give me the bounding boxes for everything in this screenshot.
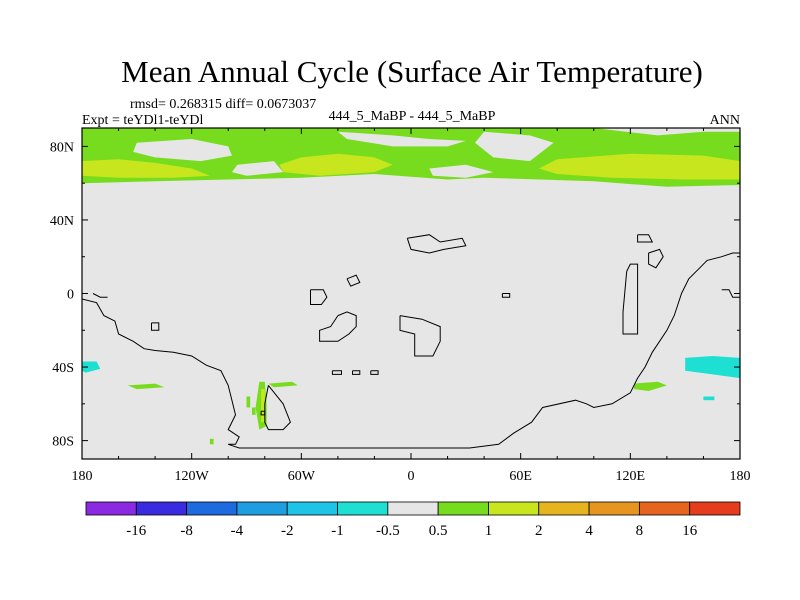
y-axis: 80N 40N 0 40S 80S — [50, 140, 740, 450]
coastline-15 — [151, 322, 160, 331]
region-hole-1 — [133, 139, 232, 162]
colorbar-swatch — [186, 501, 238, 516]
x-tick-label: 60W — [288, 469, 316, 484]
coastline-1 — [82, 252, 740, 449]
coastline-16 — [331, 370, 342, 375]
region-hole-2 — [231, 161, 284, 176]
colorbar-swatch — [236, 501, 288, 516]
colorbar-swatch — [135, 501, 188, 516]
region-southeast-pacific-cool — [685, 356, 740, 379]
stats-label: rmsd= 0.268315 diff= 0.0673037 — [130, 97, 316, 112]
x-tick-label: 120E — [616, 469, 646, 484]
colorbar-label: 4 — [585, 523, 593, 539]
colorbar-swatch — [689, 501, 741, 516]
colorbar-swatch — [488, 501, 540, 516]
x-tick-label: 180 — [730, 469, 751, 484]
region-indian-ocean-streak — [634, 381, 667, 391]
colorbar-label: -0.5 — [376, 523, 400, 539]
coastline-7 — [319, 311, 357, 342]
region-hole-4 — [475, 131, 554, 162]
coastline-18 — [370, 370, 379, 375]
x-tick-label: 0 — [408, 469, 415, 484]
y-tick-label: 0 — [67, 288, 74, 303]
region-southwest-pacific-cool — [82, 361, 101, 373]
y-tick-label: 80N — [50, 140, 74, 155]
region-hole-3 — [337, 131, 466, 147]
coastline-6 — [310, 289, 328, 305]
x-tick-label: 180 — [72, 469, 93, 484]
colorbar-swatch — [85, 501, 137, 516]
coastline-12 — [648, 248, 664, 269]
colorbar: -16 -8 -4 -2 -1 -0.5 0.5 1 2 4 8 16 — [85, 501, 741, 539]
region-eurasia-core — [538, 153, 740, 180]
coastline-2 — [264, 385, 291, 431]
region-south-america-tip-core — [261, 389, 265, 423]
y-tick-label: 40S — [52, 361, 74, 376]
colorbar-label: -4 — [231, 523, 244, 539]
colorbar-swatch — [588, 501, 640, 516]
region-speck-1 — [246, 396, 251, 408]
coastline-14 — [501, 293, 511, 298]
x-axis: 180 120W 60W 0 60E 120E 180 — [72, 128, 751, 484]
y-tick-label: 40N — [50, 214, 74, 229]
colorbar-label: -1 — [331, 523, 344, 539]
coastline-10 — [406, 234, 467, 254]
colorbar-label: -16 — [126, 523, 146, 539]
coastline-8 — [346, 274, 361, 287]
colorbar-swatch — [437, 501, 489, 516]
colorbar-label: 8 — [636, 523, 644, 539]
colorbar-swatch — [387, 501, 439, 516]
coastline-5 — [92, 293, 108, 298]
experiment-label: Expt = teYDl1-teYDl — [82, 113, 204, 128]
y-tick-label: 80S — [52, 435, 74, 450]
coastline-4 — [721, 289, 740, 298]
region-north-america-core — [279, 153, 393, 176]
x-tick-label: 60E — [509, 469, 532, 484]
coastline-11 — [637, 234, 654, 243]
colorbar-label: -2 — [281, 523, 294, 539]
x-tick-label: 120W — [175, 469, 210, 484]
region-north-pacific-band-core — [82, 159, 210, 178]
region-hole-5 — [429, 164, 494, 178]
filled-contour-regions — [82, 128, 740, 445]
region-hole-7 — [517, 137, 530, 143]
coastline-17 — [352, 370, 361, 375]
colorbar-label: 0.5 — [429, 523, 448, 539]
colorbar-label: 2 — [535, 523, 543, 539]
region-south-atlantic-streak — [268, 381, 298, 388]
chart-title: Mean Annual Cycle (Surface Air Temperatu… — [121, 54, 703, 89]
region-speck-2 — [252, 407, 256, 415]
coastline-outlines — [82, 234, 740, 449]
colorbar-label: -8 — [180, 523, 193, 539]
coastline-13 — [622, 263, 639, 335]
colorbar-swatch — [538, 501, 590, 516]
case-label: 444_5_MaBP - 444_5_MaBP — [329, 109, 496, 124]
colorbar-swatch — [337, 501, 389, 516]
region-south-pacific-streak — [127, 383, 165, 390]
region-speck-3 — [209, 438, 214, 445]
coastline-3 — [260, 410, 266, 416]
colorbar-label: 16 — [682, 523, 698, 539]
colorbar-swatch — [286, 501, 338, 516]
colorbar-label: 1 — [485, 523, 493, 539]
season-label: ANN — [710, 113, 740, 128]
region-western-pacific-cool — [703, 396, 715, 401]
coastline-9 — [399, 315, 441, 357]
colorbar-swatch — [638, 501, 691, 516]
